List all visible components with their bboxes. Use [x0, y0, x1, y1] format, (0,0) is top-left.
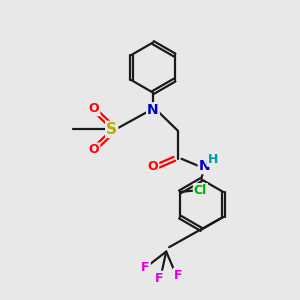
Text: N: N: [147, 103, 159, 117]
Text: O: O: [89, 143, 99, 157]
Text: H: H: [208, 153, 218, 166]
Text: O: O: [148, 160, 158, 173]
Text: N: N: [199, 159, 210, 173]
Text: Cl: Cl: [194, 184, 207, 197]
Text: F: F: [154, 272, 163, 285]
Text: S: S: [106, 122, 117, 137]
Text: O: O: [89, 102, 99, 115]
Text: F: F: [174, 268, 182, 282]
Text: F: F: [141, 261, 150, 274]
